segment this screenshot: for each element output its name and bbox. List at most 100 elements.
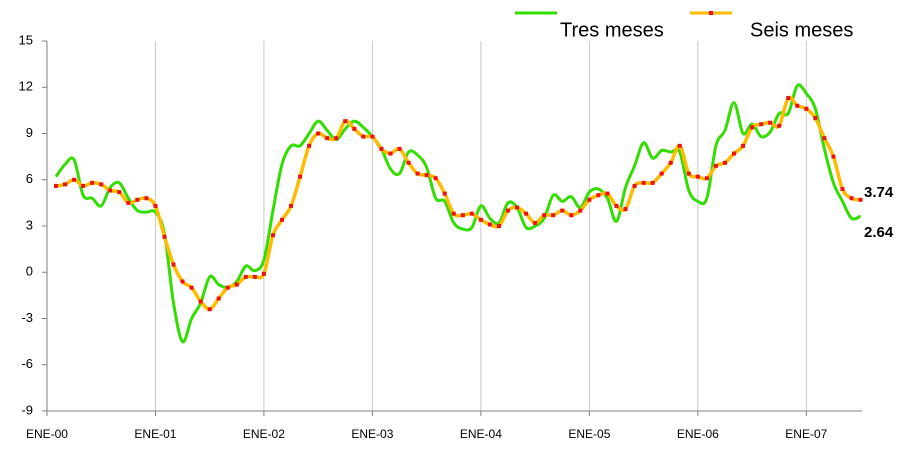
point-marker <box>171 262 176 267</box>
point-marker <box>560 208 565 213</box>
point-marker <box>343 119 348 124</box>
point-marker <box>198 299 203 304</box>
y-tick-label: 12 <box>19 79 33 94</box>
point-marker <box>379 146 384 151</box>
x-tick-label: ENE-06 <box>677 427 719 441</box>
point-marker <box>261 271 266 276</box>
point-marker <box>216 296 221 301</box>
legend-label: Seis meses <box>750 19 853 41</box>
point-marker <box>506 208 510 213</box>
point-marker <box>180 279 185 284</box>
point-marker <box>641 180 646 185</box>
point-marker <box>270 233 275 238</box>
y-tick-label: 9 <box>26 125 33 140</box>
point-marker <box>831 154 836 159</box>
series-line <box>54 83 862 344</box>
point-marker <box>840 187 845 191</box>
y-tick-label: -9 <box>21 402 33 417</box>
point-marker <box>804 106 809 111</box>
y-tick-label: -6 <box>21 356 33 371</box>
point-marker <box>460 213 465 218</box>
point-marker <box>63 182 68 187</box>
point-marker <box>153 203 158 208</box>
point-marker <box>415 171 420 176</box>
point-marker <box>795 103 800 108</box>
point-marker <box>605 191 610 196</box>
point-marker <box>81 183 86 188</box>
point-marker <box>515 205 520 210</box>
point-marker <box>252 274 257 279</box>
point-marker <box>741 143 746 148</box>
point-marker <box>614 203 619 208</box>
point-marker <box>117 190 122 195</box>
point-marker <box>759 122 764 127</box>
legend-label: Tres meses <box>560 19 664 41</box>
legend-marker <box>709 11 713 15</box>
y-tick-label: 15 <box>19 32 33 47</box>
point-marker <box>144 196 149 201</box>
point-marker <box>433 176 438 181</box>
point-marker <box>388 151 393 156</box>
point-marker <box>108 188 113 193</box>
point-marker <box>768 120 773 125</box>
point-marker <box>587 197 592 202</box>
y-tick-label: 3 <box>26 217 33 232</box>
x-tick-label: ENE-00 <box>26 427 68 441</box>
point-marker <box>234 282 239 287</box>
point-marker <box>225 285 230 290</box>
point-marker <box>451 211 456 216</box>
y-tick-label: -3 <box>21 310 33 325</box>
point-marker <box>849 196 854 201</box>
point-marker <box>298 174 303 179</box>
point-marker <box>289 203 294 208</box>
x-tick-label: ENE-07 <box>785 427 827 441</box>
point-marker <box>325 136 330 141</box>
point-marker <box>578 208 583 213</box>
point-marker <box>54 183 58 188</box>
x-tick-label: ENE-04 <box>460 427 502 441</box>
point-marker <box>361 134 366 139</box>
point-marker <box>750 125 755 130</box>
point-marker <box>551 213 556 218</box>
point-marker <box>478 217 483 222</box>
point-marker <box>777 123 782 128</box>
point-marker <box>659 171 664 176</box>
point-marker <box>722 160 727 165</box>
point-marker <box>280 217 284 222</box>
y-tick-label: 0 <box>26 264 33 279</box>
point-marker <box>623 207 628 212</box>
x-tick-label: ENE-02 <box>243 427 285 441</box>
point-marker <box>243 274 248 279</box>
point-marker <box>704 176 709 181</box>
point-marker <box>542 213 547 218</box>
point-marker <box>397 146 402 151</box>
point-marker <box>334 136 339 141</box>
point-marker <box>126 200 131 205</box>
x-tick-label: ENE-05 <box>568 427 610 441</box>
point-marker <box>786 96 791 101</box>
annotation: 3.74 <box>864 184 894 201</box>
point-marker <box>695 174 700 179</box>
point-marker <box>207 307 212 312</box>
point-marker <box>533 220 538 225</box>
point-marker <box>496 224 501 228</box>
point-marker <box>813 116 818 121</box>
point-marker <box>442 191 447 196</box>
annotation: 2.64 <box>864 224 894 241</box>
point-marker <box>686 171 691 176</box>
point-marker <box>713 163 718 168</box>
point-marker <box>632 183 637 188</box>
point-marker <box>90 180 95 185</box>
point-marker <box>316 131 321 136</box>
point-marker <box>487 222 492 227</box>
point-marker <box>668 160 673 165</box>
point-marker <box>162 234 167 239</box>
point-marker <box>72 177 77 182</box>
point-marker <box>650 180 655 185</box>
point-marker <box>469 211 474 216</box>
point-marker <box>822 136 827 141</box>
point-marker <box>352 126 357 131</box>
point-marker <box>858 197 863 202</box>
point-marker <box>596 193 601 198</box>
point-marker <box>370 134 375 139</box>
